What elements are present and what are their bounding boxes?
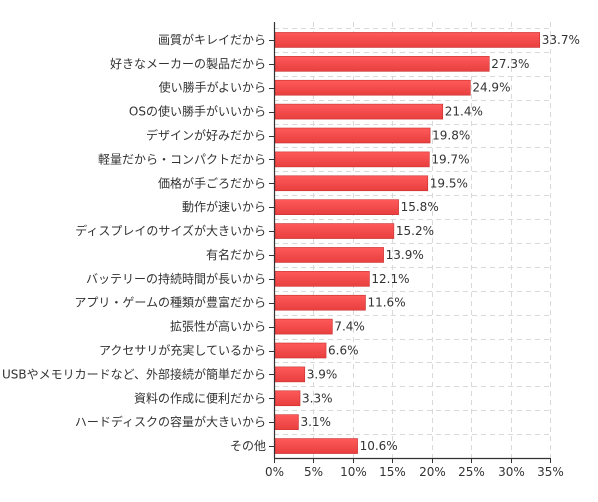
x-tick-label: 5%: [304, 465, 323, 479]
bar: [274, 438, 358, 454]
bar: [274, 199, 399, 215]
axes: [269, 22, 551, 463]
category-label: バッテリーの持続時間が長いから: [86, 271, 266, 286]
value-label: 7.4%: [334, 320, 365, 334]
value-label: 6.6%: [328, 344, 359, 358]
value-label: 3.3%: [302, 391, 333, 405]
bar: [274, 127, 431, 144]
bar: [274, 247, 384, 263]
bars: [274, 32, 541, 454]
bar: [274, 318, 333, 335]
value-label: 19.5%: [430, 176, 468, 190]
value-label: 15.2%: [396, 224, 434, 238]
bar: [274, 32, 541, 48]
bar: [274, 342, 327, 359]
x-tick-label: 25%: [458, 465, 485, 479]
value-label: 10.6%: [360, 439, 398, 453]
value-label: 33.7%: [542, 33, 580, 47]
category-label: 好きなメーカーの製品だから: [110, 57, 266, 71]
category-label: 価格が手ごろだから: [158, 175, 266, 190]
value-label: 27.3%: [491, 57, 529, 71]
labels: 画質がキレイだから 33.7% 好きなメーカーの製品だから 27.3% 使い勝手がよいか…: [2, 32, 580, 479]
bar: [274, 271, 370, 287]
x-tick-label: 30%: [498, 465, 525, 479]
grid-lines: [274, 22, 551, 458]
value-label: 3.9%: [307, 367, 338, 381]
category-label: その他: [230, 439, 266, 453]
bar: [274, 414, 299, 430]
category-label: デザインが好みだから: [146, 128, 266, 143]
x-tick-label: 20%: [419, 465, 446, 479]
category-label: 有名だから: [206, 247, 266, 262]
value-label: 15.8%: [401, 200, 439, 214]
category-label: 使い勝手がよいから: [159, 80, 266, 95]
x-tick-label: 15%: [379, 465, 406, 479]
value-label: 12.1%: [371, 272, 409, 286]
category-label: 軽量だから・コンパクトだから: [98, 152, 266, 166]
category-label: OSの使い勝手がいいから: [129, 104, 266, 119]
bar: [274, 79, 471, 96]
bar: [274, 103, 444, 120]
bar: [274, 151, 430, 168]
value-label: 11.6%: [367, 296, 405, 310]
bar: [274, 390, 301, 407]
value-label: 21.4%: [445, 105, 483, 119]
value-label: 24.9%: [472, 81, 510, 95]
category-label: ハードディスクの容量が大きいから: [75, 414, 266, 429]
bar: [274, 56, 490, 72]
category-label: アプリ・ゲームの種類が豊富だから: [74, 295, 266, 310]
category-label: 画質がキレイだから: [158, 32, 266, 47]
bar: [274, 223, 395, 239]
x-tick-label: 35%: [537, 465, 564, 479]
bar: [274, 294, 366, 311]
x-tick-label: 0%: [265, 465, 284, 479]
x-tick-label: 10%: [340, 465, 367, 479]
value-label: 19.7%: [431, 152, 469, 166]
category-label: 資料の作成に便利だから: [134, 391, 266, 405]
category-label: 拡張性が高いから: [170, 319, 266, 334]
category-label: アクセサリが充実しているから: [99, 343, 266, 358]
value-label: 19.8%: [432, 129, 470, 143]
value-label: 3.1%: [300, 415, 331, 429]
value-label: 13.9%: [386, 248, 424, 262]
bar: [274, 366, 306, 383]
category-label: ディスプレイのサイズが大きいから: [75, 223, 266, 238]
category-label: 動作が速いから: [182, 199, 266, 214]
category-label: USBやメモリカードなど、外部接続が簡単だから: [2, 366, 266, 381]
bar: [274, 175, 429, 192]
